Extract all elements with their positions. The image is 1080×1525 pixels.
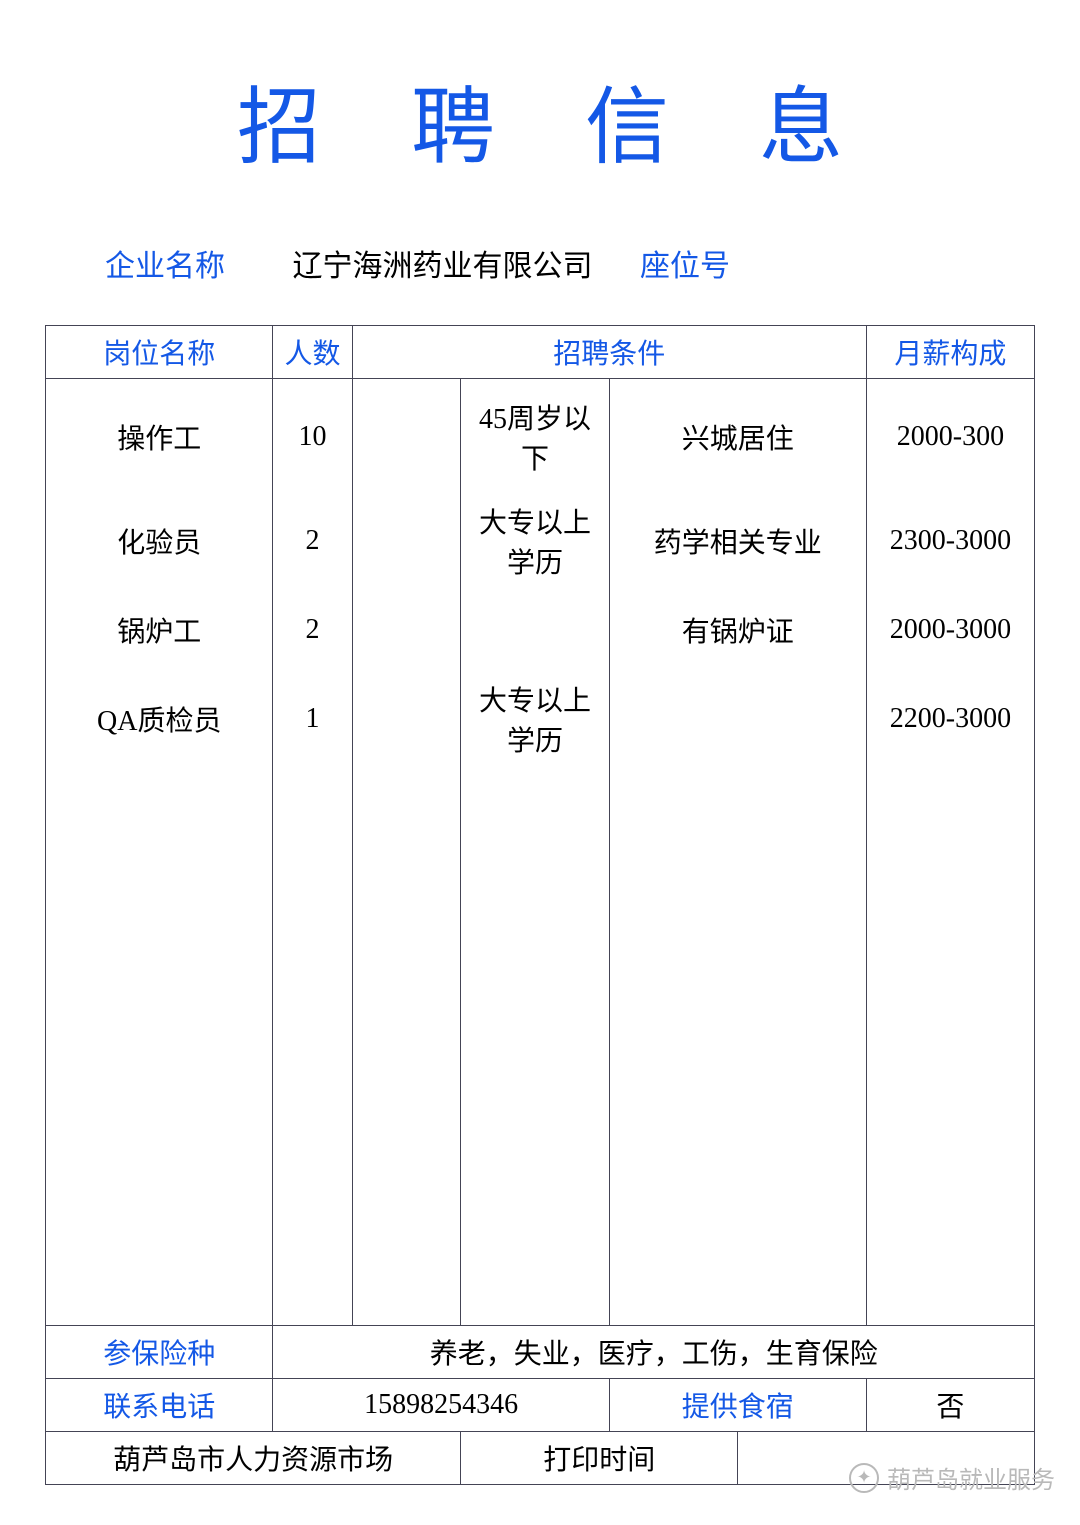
cell-cond (352, 587, 461, 661)
cell-salary: 2300-3000 (866, 483, 1034, 587)
table-row: 化验员 2 大专以上学历 药学相关专业 2300-3000 (46, 483, 1035, 587)
company-name: 辽宁海洲药业有限公司 (293, 241, 593, 285)
table-filler (46, 765, 1035, 1325)
seat-label: 座位号 (640, 241, 730, 285)
company-info-line: 企业名称 辽宁海洲药业有限公司 座位号 (105, 241, 1035, 285)
cell-cond (352, 483, 461, 587)
source-label: 葫芦岛市人力资源市场 (46, 1431, 461, 1484)
table-row: 锅炉工 2 有锅炉证 2000-3000 (46, 587, 1035, 661)
cell-cond (609, 661, 866, 765)
watermark: ✦ 葫芦岛就业服务 (849, 1460, 1055, 1495)
phone-value: 15898254346 (273, 1378, 609, 1431)
cell-position: 操作工 (46, 379, 273, 484)
print-label: 打印时间 (461, 1431, 738, 1484)
insurance-value: 养老，失业，医疗，工伤，生育保险 (273, 1325, 1035, 1378)
cell-cond: 大专以上学历 (461, 661, 609, 765)
cell-cond (352, 379, 461, 484)
cell-count: 1 (273, 661, 352, 765)
cell-count: 10 (273, 379, 352, 484)
contact-row: 联系电话 15898254346 提供食宿 否 (46, 1378, 1035, 1431)
lodging-value: 否 (866, 1378, 1034, 1431)
cell-count: 2 (273, 483, 352, 587)
cell-salary: 2000-300 (866, 379, 1034, 484)
cell-cond: 大专以上学历 (461, 483, 609, 587)
page-title: 招聘信息 (45, 60, 1035, 181)
cell-position: 锅炉工 (46, 587, 273, 661)
cell-cond (352, 661, 461, 765)
cell-cond (461, 587, 609, 661)
cell-count: 2 (273, 587, 352, 661)
cell-salary: 2000-3000 (866, 587, 1034, 661)
company-label: 企业名称 (105, 241, 225, 285)
cell-cond: 有锅炉证 (609, 587, 866, 661)
cell-salary: 2200-3000 (866, 661, 1034, 765)
col-salary: 月薪构成 (866, 326, 1034, 379)
col-requirements: 招聘条件 (352, 326, 866, 379)
table-row: QA质检员 1 大专以上学历 2200-3000 (46, 661, 1035, 765)
cell-cond: 兴城居住 (609, 379, 866, 484)
cell-cond: 45周岁以下 (461, 379, 609, 484)
cell-cond: 药学相关专业 (609, 483, 866, 587)
cell-position: 化验员 (46, 483, 273, 587)
col-position: 岗位名称 (46, 326, 273, 379)
insurance-label: 参保险种 (46, 1325, 273, 1378)
insurance-row: 参保险种 养老，失业，医疗，工伤，生育保险 (46, 1325, 1035, 1378)
phone-label: 联系电话 (46, 1378, 273, 1431)
col-count: 人数 (273, 326, 352, 379)
recruitment-table: 岗位名称 人数 招聘条件 月薪构成 操作工 10 45周岁以下 兴城居住 200… (45, 325, 1035, 1485)
cell-position: QA质检员 (46, 661, 273, 765)
table-row: 操作工 10 45周岁以下 兴城居住 2000-300 (46, 379, 1035, 484)
watermark-text: 葫芦岛就业服务 (887, 1460, 1055, 1495)
wechat-icon: ✦ (849, 1463, 879, 1493)
lodging-label: 提供食宿 (609, 1378, 866, 1431)
